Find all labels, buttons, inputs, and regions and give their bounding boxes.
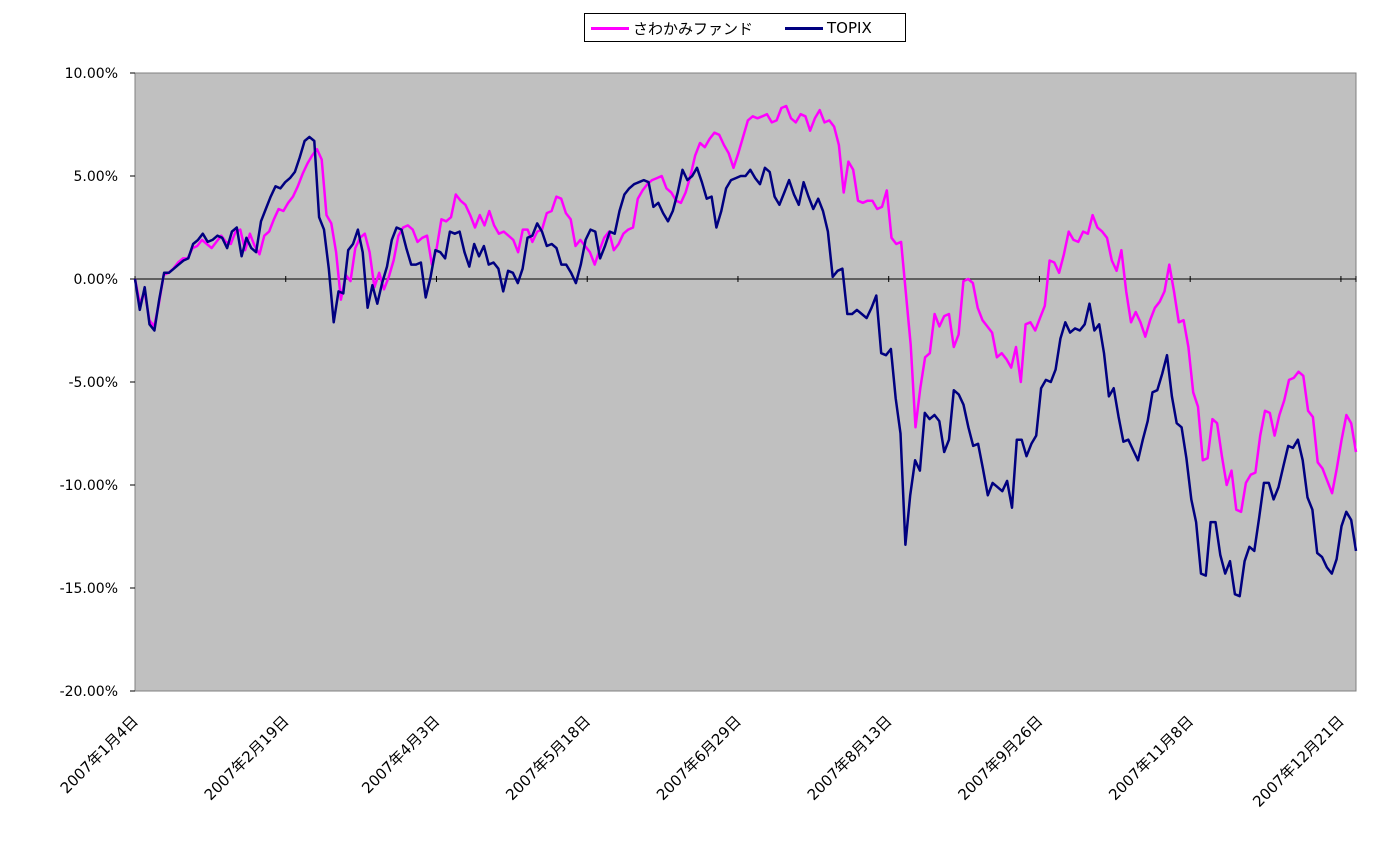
y-tick-label: -10.00% [60,478,118,494]
y-axis: 10.00% 5.00% 0.00% -5.00% -10.00% -15.00% -20.… [60,66,1356,700]
x-tick-label: 2007年5月18日 [502,712,594,804]
y-tick-label: -5.00% [68,375,118,391]
y-tick-label: -20.00% [60,684,118,700]
series-layer [133,104,1358,598]
y-tick-label: -15.00% [60,581,118,597]
x-tick-label: 2007年12月21日 [1249,712,1348,811]
x-tick-label: 2007年8月13日 [804,712,896,804]
x-tick-label: 2007年6月29日 [653,712,745,804]
x-tick-label: 2007年9月26日 [954,712,1046,804]
legend-label-sawakami: さわかみファンド [633,19,754,38]
plot-area [134,72,1357,692]
series-line-topix [133,135,1358,598]
x-tick-label: 2007年4月3日 [358,712,443,797]
y-tick-label: 5.00% [74,169,118,185]
legend-item-topix: TOPIX [785,18,872,38]
legend: さわかみファンド TOPIX [584,13,906,42]
legend-item-sawakami: さわかみファンド [591,18,753,38]
legend-swatch-sawakami [591,26,629,30]
series-line-sawakami [133,104,1358,514]
y-tick-label: 0.00% [74,272,118,288]
y-tick-label: 10.00% [65,66,118,82]
x-tick-label: 2007年11月8日 [1105,712,1197,804]
x-tick-label: 2007年1月4日 [57,712,142,797]
legend-swatch-topix [785,26,823,30]
legend-label-topix: TOPIX [827,19,872,37]
x-tick-label: 2007年2月19日 [201,712,293,804]
